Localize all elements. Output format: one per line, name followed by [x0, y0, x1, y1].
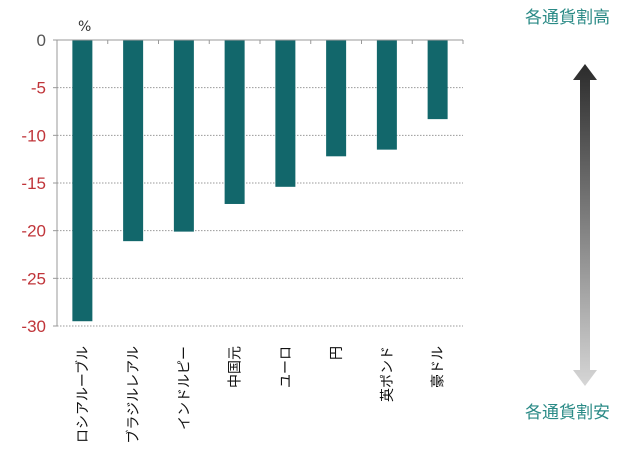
- y-tick-label: -10: [21, 126, 46, 145]
- x-tick-label: ロシアルーブル: [74, 346, 91, 443]
- bar: [427, 40, 448, 120]
- x-tick-label: 英ポンド: [379, 346, 396, 402]
- annotation-bottom: 各通貨割安: [525, 403, 610, 423]
- bars: [72, 40, 448, 322]
- y-tick-label: -25: [21, 269, 46, 288]
- y-tick-label: 0: [37, 31, 46, 50]
- y-tick-labels: 0 -5 -10 -15 -20 -25 -30: [21, 31, 46, 336]
- x-tick-label: ユーロ: [278, 346, 294, 388]
- bar: [123, 40, 144, 242]
- axes: [53, 39, 464, 327]
- x-tick-label: インドルピー: [177, 346, 193, 430]
- unit-label: %: [78, 19, 91, 35]
- x-tick-label: ブラジルレアル: [125, 346, 142, 444]
- up-down-arrow-icon: [573, 64, 597, 386]
- annotation-top: 各通貨割高: [525, 8, 610, 28]
- gridlines: [57, 87, 463, 327]
- x-tick-labels: ロシアルーブル ブラジルレアル インドルピー 中国元 ユーロ 円 英ポンド 豪ドル: [74, 346, 446, 444]
- x-tick-label: 豪ドル: [431, 346, 447, 388]
- bar: [173, 40, 194, 232]
- bar: [224, 40, 245, 204]
- bar: [326, 40, 347, 157]
- y-tick-label: -30: [21, 317, 46, 336]
- bar: [72, 40, 93, 322]
- y-tick-label: -15: [21, 174, 46, 193]
- x-tick-label: 円: [329, 346, 345, 360]
- y-tick-label: -5: [31, 79, 46, 98]
- bar: [275, 40, 296, 187]
- x-tick-label: 中国元: [228, 346, 244, 388]
- bar: [376, 40, 397, 150]
- y-tick-label: -20: [21, 222, 46, 241]
- direction-arrow: [573, 64, 597, 386]
